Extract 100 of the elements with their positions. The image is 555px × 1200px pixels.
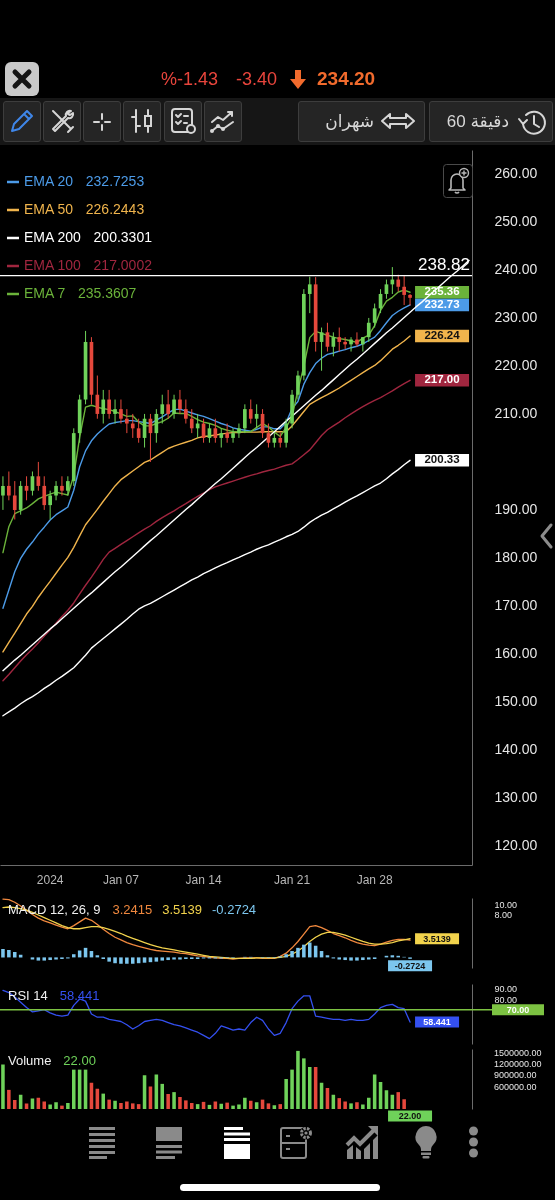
bar [237, 1104, 241, 1109]
bar [178, 1097, 182, 1109]
annotation: 3.5139 [162, 902, 203, 917]
bar [366, 1097, 371, 1109]
x-tick-label: Jan 21 [274, 872, 311, 887]
data-label: 3.5139 [423, 933, 451, 944]
candlestick [172, 394, 176, 420]
data-label: 58.441 [423, 1017, 451, 1028]
bar [396, 1092, 401, 1109]
bar [24, 1103, 29, 1109]
line-series [2, 379, 411, 682]
text: 60 دقيقة [446, 112, 509, 131]
bar [266, 1103, 271, 1109]
bar [48, 1104, 52, 1109]
line-series [2, 459, 411, 717]
y-tick-label: 150.00 [494, 693, 538, 710]
bar [7, 949, 11, 958]
bar [60, 1105, 64, 1109]
line-series [2, 335, 411, 653]
bar [107, 1099, 111, 1109]
bar [243, 1097, 247, 1109]
candlestick [160, 394, 165, 425]
candlestick [66, 475, 70, 496]
text: 234.20 [317, 68, 376, 89]
candlestick [243, 403, 247, 434]
chart-title: Volume [8, 1053, 52, 1068]
annotation: 217.0002 [93, 257, 153, 273]
annotation: 200.3301 [93, 229, 153, 245]
text: -3.40 [236, 69, 278, 89]
bar [160, 957, 165, 961]
y-tick-label: 230.00 [494, 309, 538, 326]
candlestick [284, 418, 288, 449]
bar [302, 1058, 306, 1109]
line-series [2, 304, 411, 609]
candlestick [166, 389, 170, 420]
y-tick-label: 1500000.00 [494, 1047, 542, 1058]
bar [166, 1094, 170, 1109]
data-label: 200.33 [424, 453, 460, 466]
y-tick-label: 210.00 [494, 405, 538, 422]
y-tick-label: 10.00 [494, 899, 518, 910]
data-label: 22.00 [398, 1111, 422, 1121]
bar [349, 957, 353, 961]
legend-label: EMA 50 [24, 201, 74, 217]
bar [307, 942, 312, 958]
bar [12, 1100, 17, 1109]
candlestick [107, 389, 111, 420]
legend-label: EMA 7 [24, 285, 66, 301]
bar [172, 957, 176, 960]
bar [119, 1103, 123, 1109]
legend-label: EMA 100 [24, 257, 82, 273]
bar [248, 1100, 253, 1109]
candlestick [408, 293, 412, 306]
bar [172, 1092, 176, 1109]
bar [54, 1102, 58, 1109]
bar [337, 957, 342, 960]
line-series [2, 989, 411, 1040]
candlestick [48, 490, 52, 520]
candlestick [225, 423, 229, 444]
text: شهران [325, 112, 374, 131]
bar [36, 957, 41, 961]
bar [307, 1067, 312, 1109]
data-label: 232.73 [424, 297, 460, 310]
annotation: 3.2415 [112, 902, 153, 917]
y-tick-label: 8.00 [494, 910, 513, 921]
bar [125, 957, 129, 964]
bar [284, 1079, 288, 1109]
bar [1, 1064, 5, 1109]
annotation: 226.2443 [85, 201, 145, 217]
bar [343, 1101, 347, 1109]
bar [284, 954, 288, 958]
bar [278, 1104, 283, 1109]
bar [130, 957, 135, 964]
bar [189, 1103, 194, 1109]
candlestick [119, 399, 123, 425]
y-tick-label: 80.00 [494, 994, 518, 1005]
bar [290, 951, 294, 958]
bar [337, 1098, 342, 1109]
bar [361, 957, 365, 961]
bar [71, 954, 76, 958]
x-tick-label: Jan 07 [102, 872, 140, 887]
candlestick [237, 423, 241, 439]
y-tick-label: 900000.00 [494, 1070, 537, 1081]
candlestick [296, 370, 300, 401]
bar [7, 1089, 11, 1109]
bar [1, 948, 5, 958]
bar [361, 1104, 365, 1109]
bar [184, 1100, 188, 1109]
bar [154, 957, 159, 962]
candlestick [60, 475, 64, 496]
bar [178, 957, 182, 960]
y-tick-label: 250.00 [494, 213, 538, 230]
y-tick-label: 240.00 [494, 261, 538, 278]
y-tick-label: 220.00 [494, 357, 538, 374]
bar [343, 957, 347, 961]
candlestick [248, 399, 253, 425]
bar [272, 1105, 277, 1109]
x-tick-label: 2024 [36, 872, 64, 887]
bar [296, 1050, 300, 1109]
bar [42, 957, 47, 961]
candlestick [54, 480, 58, 501]
